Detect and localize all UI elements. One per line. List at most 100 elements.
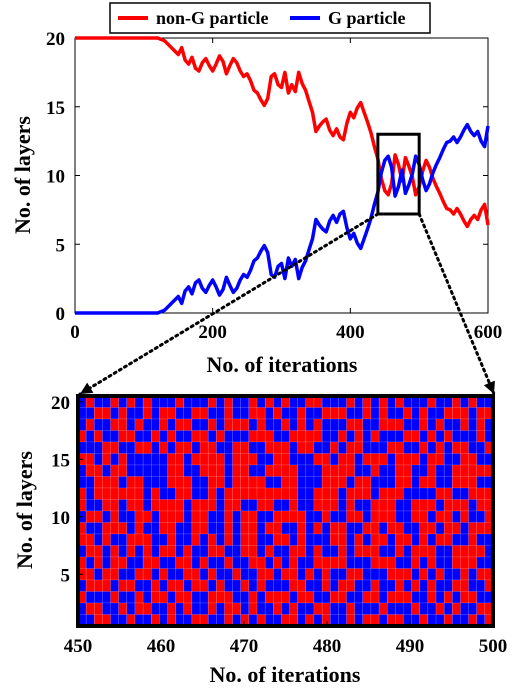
heatmap-cell-g [85,499,95,512]
heatmap-cell-non-g [232,453,242,466]
heatmap-cell-non-g [468,591,477,604]
heatmap-cell-g [110,533,119,546]
heatmap-cell-non-g [297,545,307,558]
heatmap-cell-g [354,602,364,615]
heatmap-cell-g [330,453,339,466]
heatmap-cell-g [281,499,290,512]
heatmap-cell-g [102,464,111,477]
heatmap-cell-non-g [126,533,136,546]
bottom-ytick-label: 5 [61,565,71,586]
heatmap-cell-g [102,510,111,523]
heatmap-cell-non-g [142,533,152,546]
heatmap-cell-g [102,556,111,569]
heatmap-cell-non-g [403,464,412,477]
heatmap-cell-g [452,487,461,500]
heatmap-cell-g [452,591,461,604]
heatmap-cell-g [346,556,355,569]
heatmap-cell-g [321,533,331,546]
heatmap-cell-g [273,418,282,431]
heatmap-cell-g [150,453,160,466]
heatmap-cell-g [102,430,111,443]
heatmap-cell-g [248,441,258,454]
heatmap-cell-g [378,591,388,604]
heatmap-cell-non-g [346,499,355,512]
heatmap-cell-non-g [85,545,95,558]
heatmap-cell-g [476,476,486,489]
heatmap-cell-non-g [134,591,144,604]
heatmap-cell-non-g [199,407,209,420]
heatmap-cell-non-g [118,430,128,443]
heatmap-cell-g [134,430,144,443]
heatmap-cell-non-g [330,499,339,512]
heatmap-cell-non-g [207,533,217,546]
heatmap-cell-non-g [330,407,339,420]
heatmap-cell-g [216,499,225,512]
heatmap-cell-g [297,556,307,569]
heatmap-cell-non-g [167,510,176,523]
heatmap-cell-g [159,487,168,500]
heatmap-cell-non-g [240,418,250,431]
bottom-xtick-label: 480 [313,636,342,657]
heatmap-cell-non-g [199,579,209,592]
heatmap-cell-non-g [94,464,103,477]
heatmap-cell-g [378,522,388,535]
heatmap-cell-non-g [264,430,274,443]
heatmap-cell-non-g [321,476,331,489]
heatmap-cell-non-g [224,418,233,431]
heatmap-cell-g [338,602,347,615]
heatmap-cell-non-g [330,487,339,500]
heatmap-cell-non-g [110,556,119,569]
heatmap-cell-non-g [370,464,380,477]
heatmap-cell-non-g [175,464,185,477]
heatmap-cell-non-g [378,602,388,615]
heatmap-cell-non-g [85,453,95,466]
heatmap-cell-non-g [321,556,331,569]
heatmap-cell-g [362,510,372,523]
heatmap-cell-non-g [289,476,298,489]
heatmap-cell-g [476,591,486,604]
heatmap-cell-g [199,418,209,431]
heatmap-cell-g [199,533,209,546]
heatmap-cell-non-g [134,487,144,500]
heatmap-cell-non-g [468,533,477,546]
heatmap-cell-g [134,556,144,569]
heatmap-cell-g [297,464,307,477]
heatmap-frame [76,394,495,628]
heatmap-cell-non-g [354,568,364,581]
heatmap-cell-g [183,453,193,466]
heatmap-cell-non-g [183,602,193,615]
heatmap-cell-non-g [427,545,437,558]
heatmap-cell-g [289,591,298,604]
heatmap-cell-non-g [85,568,95,581]
heatmap-cell-non-g [264,591,274,604]
heatmap-cell-non-g [452,441,461,454]
heatmap-cell-g [150,533,160,546]
heatmap-cell-g [150,441,160,454]
heatmap-cell-non-g [362,407,372,420]
heatmap-cell-g [362,499,372,512]
heatmap-cell-g [126,522,136,535]
heatmap-cell-g [94,418,103,431]
heatmap-cell-non-g [321,568,331,581]
heatmap-cell-g [346,407,355,420]
heatmap-cell-g [191,464,201,477]
heatmap-cell-g [142,430,152,443]
heatmap-cell-non-g [346,568,355,581]
heatmap-cell-non-g [191,453,201,466]
heatmap-cell-non-g [273,522,282,535]
heatmap-cell-non-g [175,418,185,431]
heatmap-cell-g [313,476,323,489]
heatmap-cell-non-g [411,499,421,512]
heatmap-cell-non-g [386,568,396,581]
heatmap-cell-g [403,522,412,535]
heatmap-cell-non-g [354,441,364,454]
heatmap-cell-non-g [167,430,176,443]
heatmap-cell-g [427,533,437,546]
heatmap-cell-g [224,579,233,592]
heatmap-cell-non-g [468,545,477,558]
heatmap-cell-g [443,453,453,466]
heatmap-cell-non-g [207,464,217,477]
heatmap-cell-non-g [338,453,347,466]
heatmap-cell-non-g [281,441,290,454]
top-ytick-label: 20 [46,29,65,50]
